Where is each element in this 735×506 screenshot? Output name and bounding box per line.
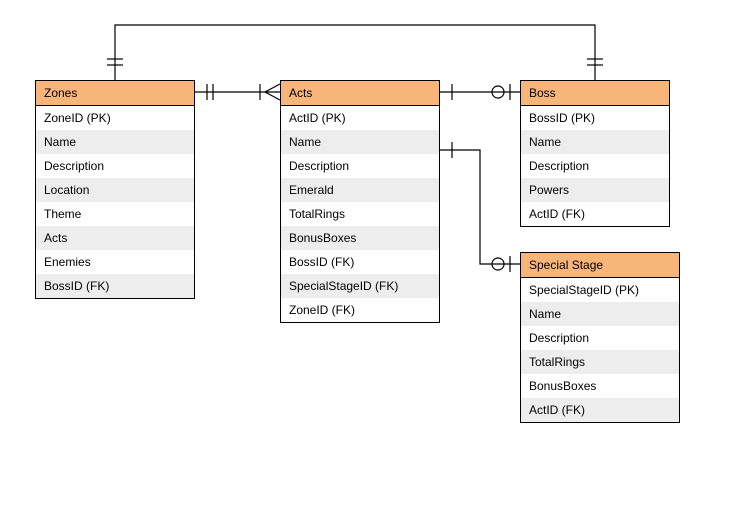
entity-attribute: Location — [36, 178, 194, 202]
entity-attribute: BonusBoxes — [281, 226, 439, 250]
entity-attribute: BossID (FK) — [36, 274, 194, 298]
entity-attribute: Powers — [521, 178, 669, 202]
entity-attribute: Description — [521, 326, 679, 350]
entity-boss: BossBossID (PK)NameDescriptionPowersActI… — [520, 80, 670, 227]
entity-title: Special Stage — [521, 253, 679, 278]
entity-title: Boss — [521, 81, 669, 106]
entity-attribute: ActID (FK) — [521, 398, 679, 422]
entity-attribute: Theme — [36, 202, 194, 226]
entity-title: Zones — [36, 81, 194, 106]
entity-acts: ActsActID (PK)NameDescriptionEmeraldTota… — [280, 80, 440, 323]
entity-attribute: BossID (FK) — [281, 250, 439, 274]
entity-attribute: Description — [281, 154, 439, 178]
entity-attribute: Name — [281, 130, 439, 154]
entity-attribute: ZoneID (PK) — [36, 106, 194, 130]
entity-attribute: Name — [36, 130, 194, 154]
entity-attribute: Name — [521, 130, 669, 154]
entity-attribute: BonusBoxes — [521, 374, 679, 398]
entity-attribute: ActID (PK) — [281, 106, 439, 130]
entity-attribute: Description — [36, 154, 194, 178]
entity-special-stage: Special StageSpecialStageID (PK)NameDesc… — [520, 252, 680, 423]
entity-attribute: Name — [521, 302, 679, 326]
entity-attribute: Acts — [36, 226, 194, 250]
entity-attribute: BossID (PK) — [521, 106, 669, 130]
entity-attribute: Emerald — [281, 178, 439, 202]
entity-zones: ZonesZoneID (PK)NameDescriptionLocationT… — [35, 80, 195, 299]
entity-attribute: ActID (FK) — [521, 202, 669, 226]
entity-attribute: SpecialStageID (PK) — [521, 278, 679, 302]
entity-attribute: Description — [521, 154, 669, 178]
entity-attribute: TotalRings — [281, 202, 439, 226]
entity-attribute: SpecialStageID (FK) — [281, 274, 439, 298]
entity-title: Acts — [281, 81, 439, 106]
entity-attribute: TotalRings — [521, 350, 679, 374]
entity-attribute: Enemies — [36, 250, 194, 274]
entity-attribute: ZoneID (FK) — [281, 298, 439, 322]
